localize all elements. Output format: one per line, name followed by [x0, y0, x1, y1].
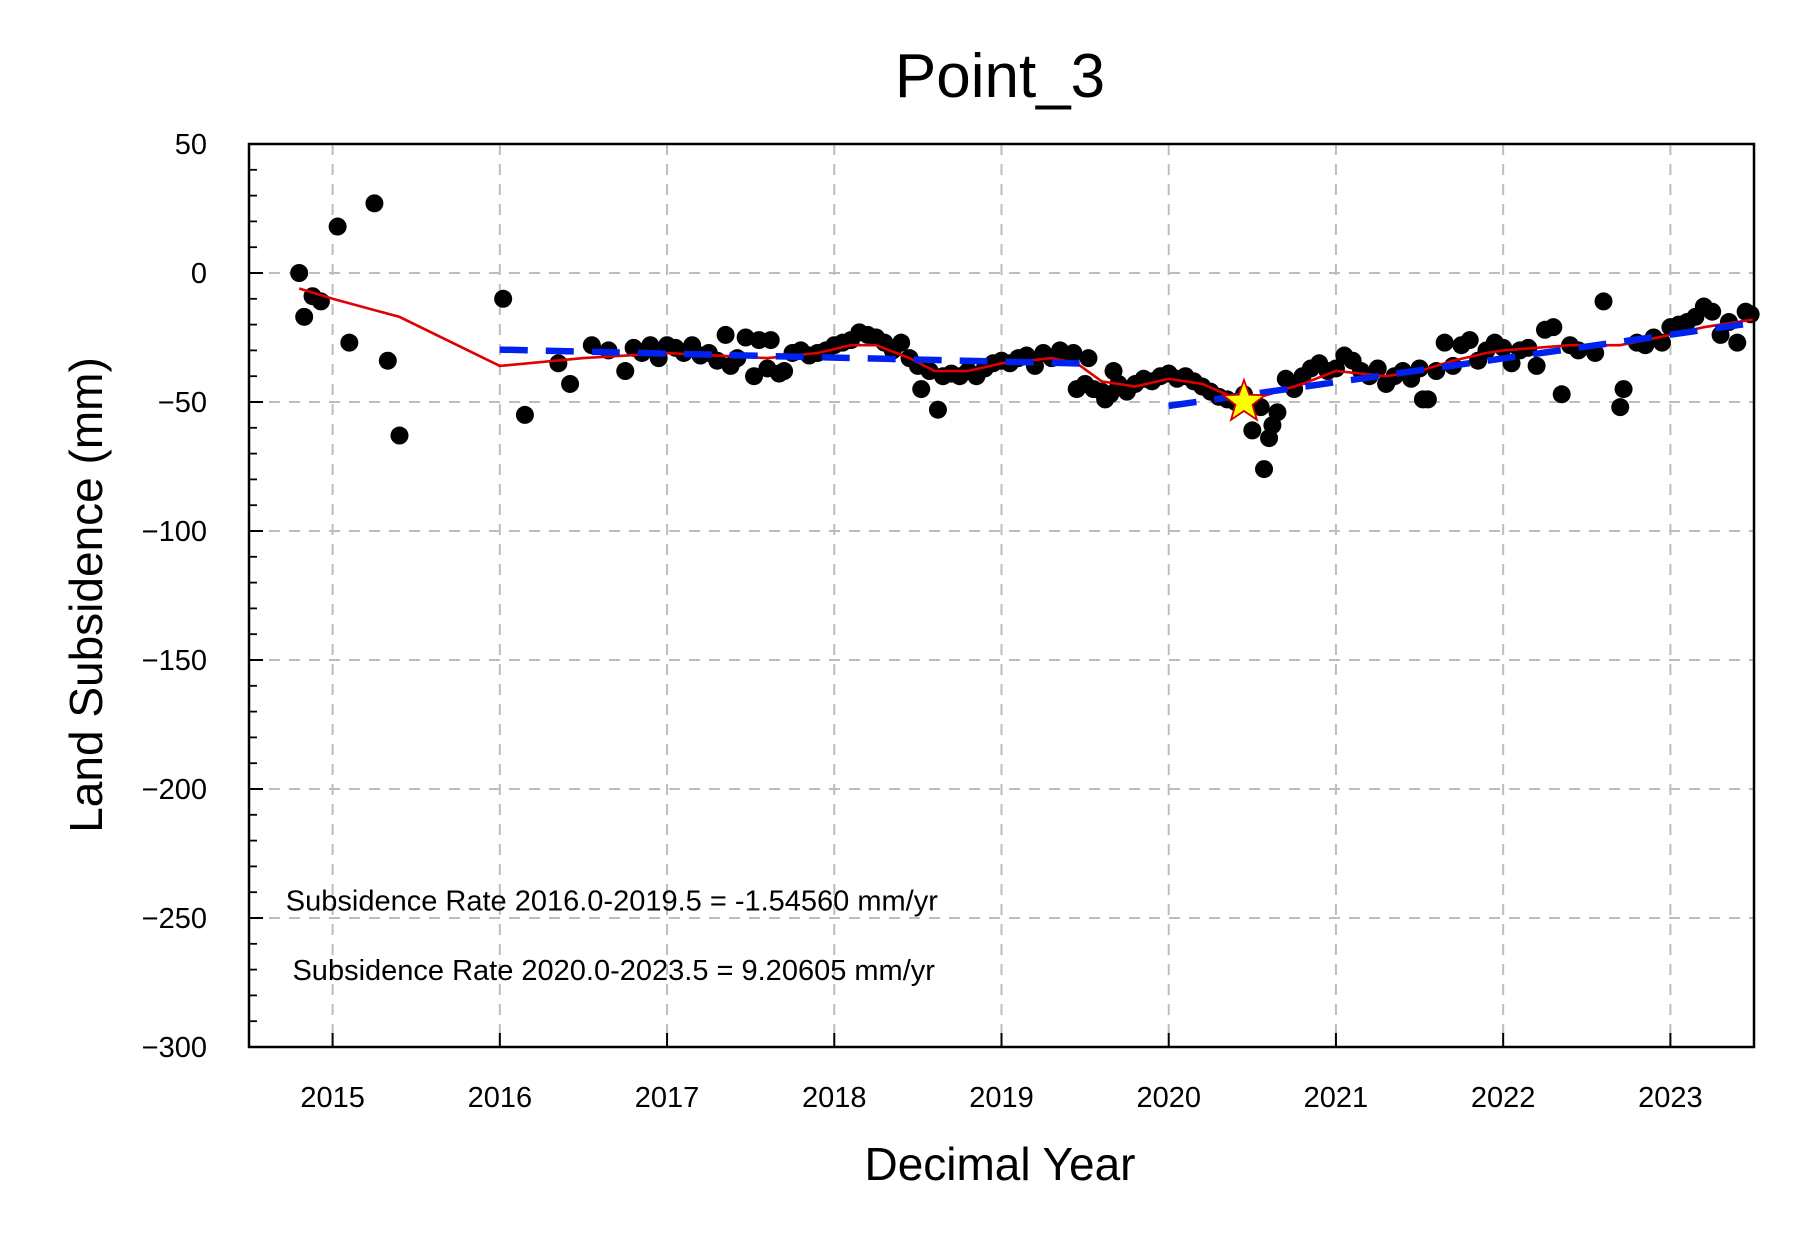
- data-point: [1368, 359, 1387, 378]
- data-point: [736, 328, 755, 347]
- data-point: [761, 331, 780, 350]
- x-tick-label: 2019: [969, 1082, 1034, 1114]
- tick-labels: 2015 2016 2017 2018 2019 2020 2021 2022 2023 50 0 −…: [142, 129, 1703, 1114]
- data-point: [641, 336, 660, 355]
- data-point: [1614, 380, 1633, 399]
- data-point: [1435, 333, 1454, 352]
- data-point: [290, 264, 309, 282]
- data-point: [1594, 292, 1613, 311]
- data-point: [892, 333, 911, 352]
- data-point: [1703, 302, 1722, 321]
- data-point: [365, 194, 384, 213]
- data-point: [616, 362, 635, 381]
- trend-line: [499, 346, 1086, 367]
- x-tick-label: 2015: [300, 1082, 365, 1114]
- data-point: [378, 351, 397, 370]
- star-marker: [1220, 377, 1268, 422]
- x-tick-label: 2017: [635, 1082, 700, 1114]
- data-point: [515, 405, 534, 424]
- y-tick-label: −300: [142, 1032, 207, 1064]
- data-point: [1494, 338, 1513, 357]
- data-point: [295, 307, 314, 326]
- data-point: [928, 400, 947, 419]
- data-point: [1255, 460, 1274, 479]
- data-point: [1079, 349, 1098, 368]
- x-tick-label: 2021: [1304, 1082, 1369, 1114]
- data-point: [1243, 421, 1262, 440]
- data-point: [561, 374, 580, 393]
- data-point: [340, 333, 359, 352]
- x-axis-label: Decimal Year: [864, 1138, 1135, 1190]
- x-tick-label: 2022: [1471, 1082, 1536, 1114]
- y-tick-label: −250: [142, 903, 207, 935]
- trend-line: [1168, 319, 1755, 410]
- y-tick-label: −50: [158, 387, 207, 419]
- chart-title: Point_3: [895, 42, 1105, 111]
- y-tick-label: −150: [142, 645, 207, 677]
- data-point: [328, 217, 347, 236]
- y-axis-label: Land Subsidence (mm): [60, 357, 112, 833]
- data-point: [1544, 318, 1563, 337]
- data-point: [1418, 390, 1437, 409]
- rate-annotation: Subsidence Rate 2016.0-2019.5 = -1.54560…: [286, 885, 938, 917]
- data-point: [1728, 333, 1747, 352]
- data-point: [549, 354, 568, 373]
- y-tick-label: 50: [175, 129, 207, 161]
- data-point: [716, 325, 735, 344]
- y-tick-label: −100: [142, 516, 207, 548]
- data-point: [1268, 403, 1287, 422]
- y-tick-label: 0: [191, 258, 207, 290]
- data-point: [1064, 343, 1083, 362]
- annotations: Subsidence Rate 2016.0-2019.5 = -1.54560…: [286, 885, 938, 987]
- x-tick-label: 2016: [468, 1082, 533, 1114]
- data-point: [1527, 356, 1546, 375]
- data-point: [390, 426, 409, 445]
- rate-annotation: Subsidence Rate 2020.0-2023.5 = 9.20605 …: [292, 955, 935, 987]
- data-point: [745, 367, 764, 386]
- data-point: [494, 289, 513, 308]
- grid-lines: [249, 144, 1754, 1047]
- axis-ticks: [249, 143, 1672, 1048]
- x-tick-label: 2023: [1638, 1082, 1703, 1114]
- x-tick-label: 2018: [802, 1082, 867, 1114]
- data-point: [1552, 385, 1571, 404]
- data-point: [1611, 398, 1630, 417]
- data-layer: [290, 194, 1760, 479]
- plot-frame: [247, 142, 1756, 1049]
- data-point: [912, 380, 931, 399]
- y-tick-label: −200: [142, 774, 207, 806]
- data-point: [1460, 331, 1479, 350]
- x-tick-label: 2020: [1136, 1082, 1201, 1114]
- data-point: [775, 362, 794, 381]
